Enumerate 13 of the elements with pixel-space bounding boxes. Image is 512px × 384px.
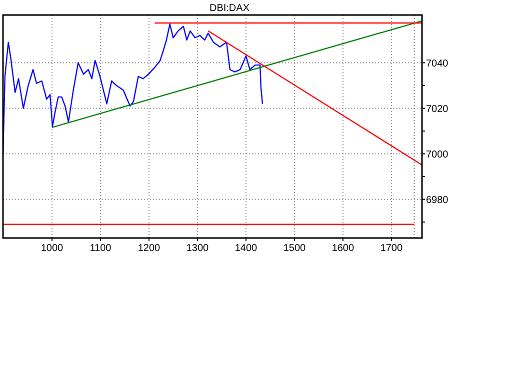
x-tick-label: 1700 — [380, 243, 404, 254]
x-tick-label: 1400 — [234, 243, 258, 254]
x-tick-label: 1100 — [90, 243, 112, 254]
x-tick-label: 1600 — [332, 243, 355, 254]
y-tick-label: 7040 — [426, 58, 449, 70]
x-tick-label: 1300 — [186, 243, 210, 254]
chart-title: DBI:DAX — [209, 3, 250, 14]
x-tick-label: 1500 — [283, 243, 306, 254]
y-tick-label: 7000 — [426, 149, 449, 160]
y-tick-label: 7020 — [426, 104, 449, 115]
x-tick-label: 1200 — [138, 243, 161, 254]
y-tick-label: 6980 — [426, 194, 449, 206]
x-tick-label: 1000 — [40, 243, 64, 254]
